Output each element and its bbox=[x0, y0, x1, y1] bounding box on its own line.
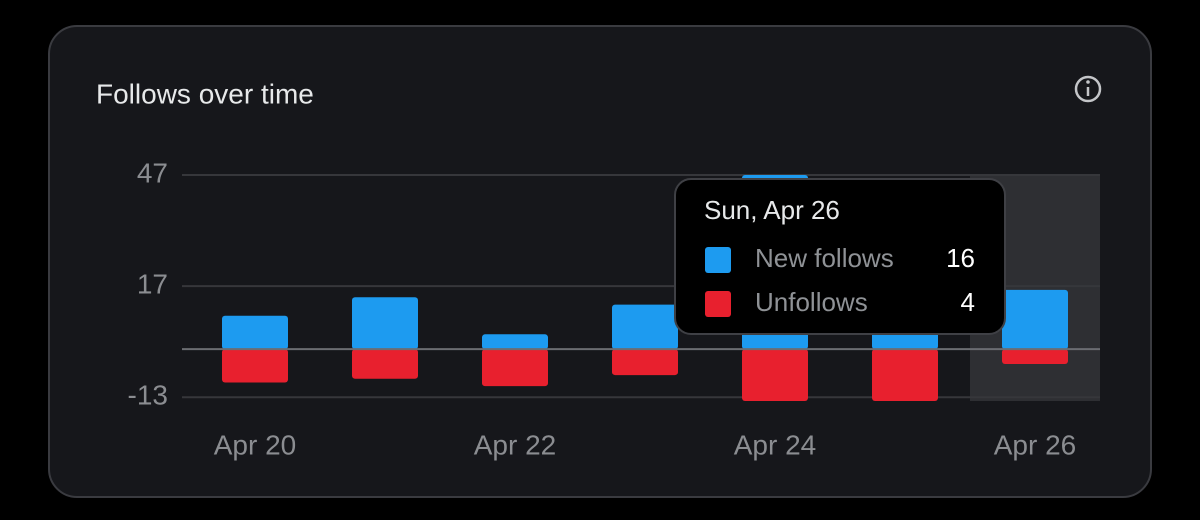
bar bbox=[872, 349, 938, 401]
info-icon[interactable] bbox=[1074, 75, 1102, 103]
tooltip-title: Sun, Apr 26 bbox=[704, 195, 840, 225]
tooltip: Sun, Apr 26 New follows 16 Unfollows 4 bbox=[674, 178, 1006, 335]
bar bbox=[482, 349, 548, 387]
bar bbox=[1002, 289, 1068, 350]
y-tick-label: 47 bbox=[137, 157, 168, 188]
y-tick-label: 17 bbox=[137, 269, 168, 300]
tooltip-label: Unfollows bbox=[755, 287, 868, 317]
x-tick-label: Apr 22 bbox=[474, 429, 557, 460]
tooltip-value: 4 bbox=[961, 287, 975, 317]
bar bbox=[222, 349, 288, 383]
chart-title: Follows over time bbox=[96, 78, 314, 109]
bar bbox=[352, 349, 418, 379]
tooltip-value: 16 bbox=[946, 243, 975, 273]
bar bbox=[1002, 349, 1068, 364]
bar bbox=[612, 304, 678, 350]
tooltip-swatch bbox=[705, 247, 731, 273]
y-tick-label: -13 bbox=[128, 380, 168, 411]
x-tick-label: Apr 20 bbox=[214, 429, 297, 460]
tooltip-box bbox=[674, 178, 1006, 335]
tooltip-label: New follows bbox=[755, 243, 894, 273]
x-tick-label: Apr 24 bbox=[734, 429, 817, 460]
x-tick-label: Apr 26 bbox=[994, 429, 1077, 460]
tooltip-swatch bbox=[705, 291, 731, 317]
bar bbox=[742, 349, 808, 401]
bar bbox=[222, 315, 288, 350]
bar bbox=[352, 297, 418, 350]
bar bbox=[612, 349, 678, 376]
bar bbox=[482, 334, 548, 350]
